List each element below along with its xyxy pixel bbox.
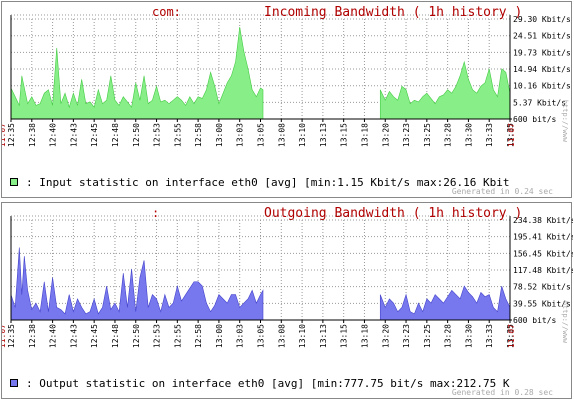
outgoing-chart-title: Outgoing Bandwidth ( 1h history ) bbox=[264, 206, 523, 221]
incoming-y-tick-label: 24.51 Kbit/s bbox=[513, 32, 571, 41]
outgoing-host-label: : bbox=[152, 206, 160, 220]
incoming-x-tick-label: 13:10 bbox=[298, 123, 307, 147]
incoming-y-tick-label: 19.73 Kbit/s bbox=[513, 48, 571, 57]
outgoing-x-tick-label: 13:28 bbox=[444, 324, 453, 348]
incoming-x-tick-label: 12:55 bbox=[173, 123, 182, 147]
outgoing-x-tick-label: 13:18 bbox=[360, 324, 369, 348]
incoming-x-tick-label: 13:08 bbox=[277, 123, 286, 147]
incoming-host-label: com: bbox=[152, 5, 181, 19]
outgoing-x-tick-label: 13:00 bbox=[215, 324, 224, 348]
outgoing-y-tick-label: 600 bit/s bbox=[513, 316, 557, 325]
outgoing-x-tick-label: 12:55 bbox=[173, 324, 182, 348]
incoming-x-tick-label: 12:35 bbox=[7, 123, 16, 147]
incoming-x-tick-label: 13:13 bbox=[319, 123, 328, 147]
incoming-y-tick-label: 10.16 Kbit/s bbox=[513, 82, 571, 91]
incoming-x-tick-label: 13:33 bbox=[485, 123, 494, 147]
outgoing-x-tick-label: 13:15 bbox=[340, 324, 349, 348]
outgoing-y-tick-label: 234.38 Kbit/s bbox=[513, 216, 573, 225]
incoming-x-tick-label: 13:00 bbox=[215, 123, 224, 147]
outgoing-x-tick-label: 12:35 bbox=[7, 324, 16, 348]
incoming-x-tick-label: 12:40 bbox=[49, 123, 58, 147]
incoming-x-tick-label: 13:15 bbox=[340, 123, 349, 147]
incoming-y-tick-label: 600 bit/s bbox=[513, 115, 557, 124]
incoming-x-tick-label: 12:45 bbox=[90, 123, 99, 147]
incoming-x-tick-label: 13:28 bbox=[444, 123, 453, 147]
outgoing-y-tick-label: 156.45 Kbit/s bbox=[513, 249, 573, 258]
incoming-y-tick-label: 5.37 Kbit/s bbox=[513, 98, 566, 107]
incoming-series-area-1 bbox=[379, 60, 511, 120]
incoming-x-tick-label: 13:20 bbox=[381, 123, 390, 147]
incoming-x-tick-label: 13:05 bbox=[257, 123, 266, 147]
outgoing-series-area-1 bbox=[379, 285, 511, 321]
outgoing-x-tick-label: 13:33 bbox=[485, 324, 494, 348]
outgoing-x-tick-label: 13:25 bbox=[423, 324, 432, 348]
incoming-x-tick-label: 12:48 bbox=[111, 123, 120, 147]
outgoing-x-tick-label: 13:35 bbox=[506, 324, 515, 348]
outgoing-legend-swatch bbox=[10, 379, 18, 387]
outgoing-y-tick-label: 117.48 Kbit/s bbox=[513, 266, 573, 275]
incoming-legend: : Input statistic on interface eth0 [avg… bbox=[10, 176, 509, 189]
outgoing-x-tick-label: 13:10 bbox=[298, 324, 307, 348]
outgoing-x-tick-label: 12:45 bbox=[90, 324, 99, 348]
outgoing-x-tick-label: 12:53 bbox=[153, 324, 162, 348]
outgoing-date-label: 11.07 bbox=[2, 324, 7, 348]
incoming-legend-text: : Input statistic on interface eth0 [avg… bbox=[26, 176, 510, 189]
outgoing-x-tick-label: 13:03 bbox=[236, 324, 245, 348]
outgoing-legend-text: : Output statistic on interface eth0 [av… bbox=[26, 377, 510, 390]
outgoing-x-tick-label: 13:20 bbox=[381, 324, 390, 348]
outgoing-y-tick-label: 195.41 Kbit/s bbox=[513, 233, 573, 242]
outgoing-x-tick-label: 12:50 bbox=[132, 324, 141, 348]
outgoing-x-tick-label: 13:05 bbox=[257, 324, 266, 348]
outgoing-legend: : Output statistic on interface eth0 [av… bbox=[10, 377, 509, 390]
outgoing-date-label: 11.07 bbox=[507, 324, 516, 348]
incoming-bandwidth-chart: 12:35 12:38 12:40 12:43 12:45 12:48 12:50 12:53… bbox=[2, 14, 571, 147]
incoming-chart-title: Incoming Bandwidth ( 1h history ) bbox=[264, 5, 523, 20]
incoming-bandwidth-panel: 12:35 12:38 12:40 12:43 12:45 12:48 12:50 12:53… bbox=[1, 1, 572, 198]
incoming-x-tick-label: 13:25 bbox=[423, 123, 432, 147]
outgoing-y-tick-label: 39.55 Kbit/s bbox=[513, 299, 571, 308]
incoming-date-label: 11.07 bbox=[2, 123, 7, 147]
outgoing-x-tick-label: 12:48 bbox=[111, 324, 120, 348]
outgoing-x-tick-label: 12:43 bbox=[69, 324, 78, 348]
incoming-x-tick-label: 12:58 bbox=[194, 123, 203, 147]
outgoing-bandwidth-panel: 12:35 12:38 12:40 12:43 12:45 12:48 12:50 12:53… bbox=[1, 202, 573, 399]
incoming-legend-swatch bbox=[10, 178, 18, 186]
incoming-x-tick-label: 13:23 bbox=[402, 123, 411, 147]
incoming-x-tick-label: 12:43 bbox=[69, 123, 78, 147]
outgoing-x-tick-label: 12:38 bbox=[28, 324, 37, 348]
outgoing-x-tick-label: 12:58 bbox=[194, 324, 203, 348]
outgoing-series-area-0 bbox=[10, 247, 264, 321]
incoming-x-tick-label: 13:03 bbox=[236, 123, 245, 147]
incoming-x-tick-label: 12:38 bbox=[28, 123, 37, 147]
incoming-date-label: 11.07 bbox=[507, 123, 516, 147]
outgoing-x-tick-label: 13:13 bbox=[319, 324, 328, 348]
incoming-x-tick-label: 12:53 bbox=[153, 123, 162, 147]
outgoing-x-tick-label: 13:08 bbox=[277, 324, 286, 348]
incoming-x-tick-label: 13:18 bbox=[360, 123, 369, 147]
outgoing-generated-note: Generated in 0.28 sec bbox=[451, 388, 553, 397]
outgoing-y-tick-label: 78.52 Kbit/s bbox=[513, 283, 571, 292]
outgoing-x-tick-label: 13:30 bbox=[464, 324, 473, 348]
incoming-y-tick-label: 14.94 Kbit/s bbox=[513, 65, 571, 74]
outgoing-side-url: http://www bbox=[561, 300, 569, 343]
outgoing-x-tick-label: 12:40 bbox=[49, 324, 58, 348]
incoming-side-url: http://www bbox=[561, 99, 569, 142]
incoming-generated-note: Generated in 0.24 sec bbox=[451, 187, 553, 196]
outgoing-x-tick-label: 13:23 bbox=[402, 324, 411, 348]
incoming-y-tick-label: 29.30 Kbit/s bbox=[513, 15, 571, 24]
incoming-x-tick-label: 13:30 bbox=[464, 123, 473, 147]
incoming-x-tick-label: 12:50 bbox=[132, 123, 141, 147]
outgoing-bandwidth-chart: 12:35 12:38 12:40 12:43 12:45 12:48 12:50 12:53… bbox=[2, 215, 573, 348]
incoming-series-area-0 bbox=[10, 26, 264, 120]
incoming-x-tick-label: 13:35 bbox=[506, 123, 515, 147]
